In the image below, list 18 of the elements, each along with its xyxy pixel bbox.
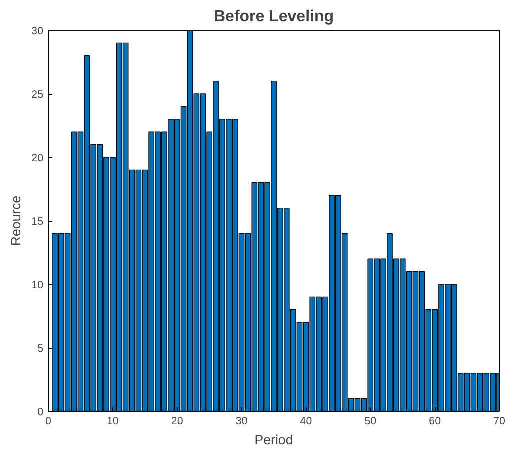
x-tick-label: 0 [46,416,52,428]
x-tick-label: 40 [300,416,312,428]
x-tick-label: 50 [364,416,377,428]
chart-title: Before Leveling [214,8,334,26]
y-tick-label: 20 [32,152,44,164]
y-tick-label: 30 [32,26,44,38]
y-tick-label: 10 [32,280,44,292]
y-tick-label: 0 [38,406,44,418]
y-tick-label: 25 [32,89,44,101]
x-tick-label: 20 [171,416,184,428]
x-tick-label: 10 [107,416,119,428]
x-axis-title: Period [254,432,294,448]
y-tick-label: 5 [38,343,44,355]
y-axis-title: Reource [8,196,24,246]
x-tick-label: 30 [236,416,248,428]
y-tick-label: 15 [32,216,44,228]
x-tick-label: 60 [429,416,442,428]
x-tick-label: 70 [494,416,506,428]
